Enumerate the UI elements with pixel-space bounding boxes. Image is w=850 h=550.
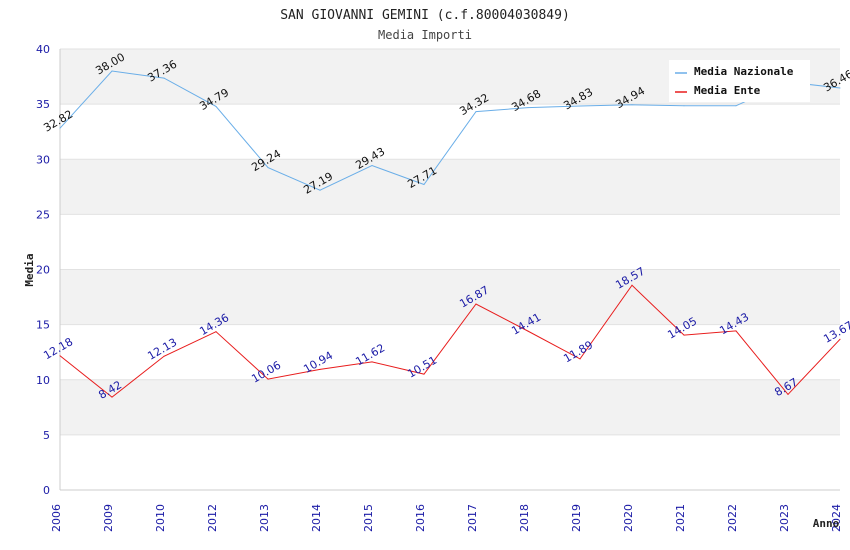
series-line-media-ente: [59, 284, 841, 398]
grid-band: [60, 269, 840, 325]
y-tick-label: 30: [36, 153, 50, 166]
grid-band: [60, 379, 840, 435]
y-tick-label: 40: [36, 43, 50, 56]
data-point: [59, 355, 61, 357]
data-point: [579, 358, 581, 360]
data-point: [839, 338, 841, 340]
legend-box: [669, 60, 810, 102]
x-axis-label: Anno: [813, 517, 840, 530]
data-point: [527, 107, 529, 109]
data-point: [371, 361, 373, 363]
grid-lines: [59, 48, 840, 491]
x-tick-label: 2006: [50, 504, 63, 532]
data-point: [215, 105, 217, 107]
y-axis-label: Media: [23, 253, 36, 286]
y-tick-label: 25: [36, 208, 50, 221]
data-point: [423, 373, 425, 375]
data-point: [683, 105, 685, 107]
data-point: [319, 189, 321, 191]
x-tick-label: 2014: [310, 504, 323, 532]
data-point: [163, 77, 165, 79]
data-point: [371, 165, 373, 167]
legend: Media Nazionale Media Ente: [669, 60, 810, 102]
data-point: [163, 355, 165, 357]
data-point: [683, 334, 685, 336]
x-tick-label: 2017: [466, 504, 479, 532]
legend-label-media-nazionale: Media Nazionale: [694, 65, 794, 78]
x-tick-label: 2015: [362, 504, 375, 532]
data-point: [527, 330, 529, 332]
series-line-media-nazionale: [59, 70, 841, 191]
x-tick-label: 2016: [414, 504, 427, 532]
x-tick-label: 2009: [102, 504, 115, 532]
series-group: [59, 70, 841, 398]
x-axis-ticks: 2006 2009 2010 2012 2013 2014 2015 2016 2017 2018…: [50, 504, 843, 532]
data-point: [59, 127, 61, 129]
data-point: [475, 111, 477, 113]
y-tick-label: 20: [36, 264, 50, 277]
y-tick-label: 15: [36, 319, 50, 332]
x-tick-label: 2013: [258, 504, 271, 532]
data-point: [267, 167, 269, 169]
y-tick-label: 10: [36, 374, 50, 387]
data-point: [631, 104, 633, 106]
data-point: [631, 284, 633, 286]
chart-title: SAN GIOVANNI GEMINI (c.f.80004030849): [280, 8, 570, 23]
grid-band: [60, 159, 840, 215]
x-tick-label: 2021: [674, 504, 687, 532]
data-point: [475, 303, 477, 305]
data-point: [215, 331, 217, 333]
y-axis-ticks: 0 5 10 15 20 25 30 35 40: [36, 43, 50, 497]
x-tick-label: 2010: [154, 504, 167, 532]
legend-label-media-ente: Media Ente: [694, 84, 761, 97]
x-tick-label: 2019: [570, 504, 583, 532]
data-point: [579, 105, 581, 107]
x-tick-label: 2018: [518, 504, 531, 532]
data-point: [735, 330, 737, 332]
y-tick-label: 0: [43, 484, 50, 497]
x-tick-label: 2023: [778, 504, 791, 532]
x-tick-label: 2024: [830, 504, 843, 532]
data-point: [787, 393, 789, 395]
data-point: [735, 105, 737, 107]
x-tick-label: 2020: [622, 504, 635, 532]
y-tick-label: 35: [36, 98, 50, 111]
x-tick-label: 2012: [206, 504, 219, 532]
data-point: [111, 396, 113, 398]
chart-subtitle: Media Importi: [378, 28, 472, 42]
data-point: [111, 70, 113, 72]
data-point: [423, 183, 425, 185]
y-tick-label: 5: [43, 429, 50, 442]
data-point: [319, 368, 321, 370]
data-point: [267, 378, 269, 380]
x-tick-label: 2022: [726, 504, 739, 532]
data-point: [839, 87, 841, 89]
